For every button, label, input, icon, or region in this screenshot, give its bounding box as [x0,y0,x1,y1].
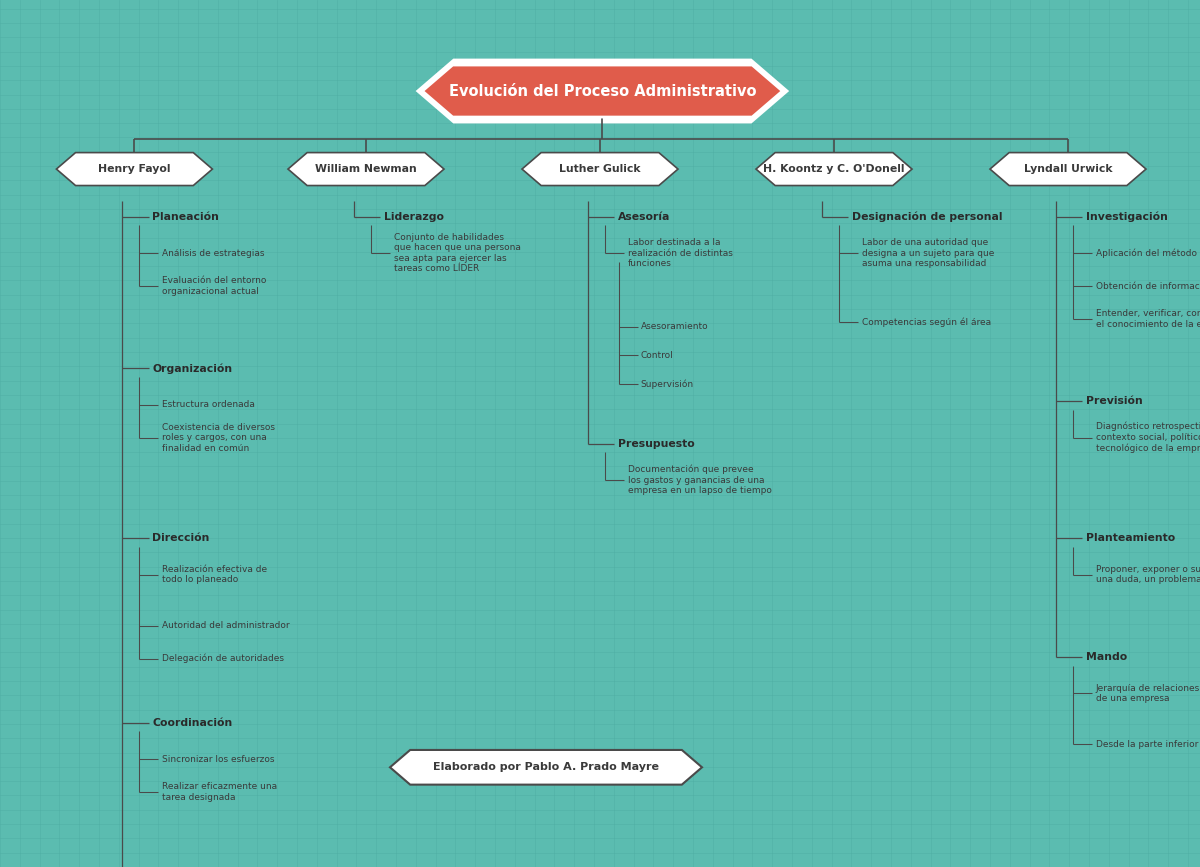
Text: Desde la parte inferior a la superior: Desde la parte inferior a la superior [1096,740,1200,749]
Text: Realización efectiva de
todo lo planeado: Realización efectiva de todo lo planeado [162,565,268,584]
Text: Presupuesto: Presupuesto [618,439,695,449]
Text: Labor de una autoridad que
designa a un sujeto para que
asuma una responsabilida: Labor de una autoridad que designa a un … [862,238,994,268]
Text: Evaluación del entorno
organizacional actual: Evaluación del entorno organizacional ac… [162,277,266,296]
Text: H. Koontz y C. O'Donell: H. Koontz y C. O'Donell [763,164,905,174]
Text: William Newman: William Newman [316,164,416,174]
Text: Evolución del Proceso Administrativo: Evolución del Proceso Administrativo [449,83,756,99]
Text: Obtención de información relevante: Obtención de información relevante [1096,282,1200,290]
Text: Sincronizar los esfuerzos: Sincronizar los esfuerzos [162,754,275,764]
Polygon shape [56,153,212,186]
Text: Liderazgo: Liderazgo [384,212,444,222]
Text: Documentación que prevee
los gastos y ganancias de una
empresa en un lapso de ti: Documentación que prevee los gastos y ga… [628,465,772,495]
Text: Mando: Mando [1086,652,1127,662]
Text: Luther Gulick: Luther Gulick [559,164,641,174]
Text: Competencias según él área: Competencias según él área [862,317,991,327]
Text: Planteamiento: Planteamiento [1086,533,1175,543]
Text: Jerarquía de relaciones de dependencia
de una empresa: Jerarquía de relaciones de dependencia d… [1096,683,1200,703]
Text: Control: Control [641,351,673,360]
Polygon shape [288,153,444,186]
Polygon shape [419,61,786,121]
Text: Realizar eficazmente una
tarea designada: Realizar eficazmente una tarea designada [162,782,277,802]
Text: Coordinación: Coordinación [152,718,233,727]
Text: Proponer, exponer o suscitar un tema,
una duda, un problema, anticipadamente: Proponer, exponer o suscitar un tema, un… [1096,565,1200,584]
Text: Dirección: Dirección [152,533,210,543]
Text: Henry Fayol: Henry Fayol [98,164,170,174]
Text: Estructura ordenada: Estructura ordenada [162,401,254,409]
Text: Planeación: Planeación [152,212,220,222]
Text: Asesoramiento: Asesoramiento [641,323,708,331]
Text: Delegación de autoridades: Delegación de autoridades [162,654,284,663]
Text: Coexistencia de diversos
roles y cargos, con una
finalidad en común: Coexistencia de diversos roles y cargos,… [162,423,275,453]
Text: Labor destinada a la
realización de distintas
funciones: Labor destinada a la realización de dist… [628,238,732,268]
Text: Diagnóstico retrospectivo del
contexto social, político, económico
tecnológico d: Diagnóstico retrospectivo del contexto s… [1096,422,1200,453]
Text: Aplicación del método científico: Aplicación del método científico [1096,249,1200,257]
Polygon shape [390,750,702,785]
Text: Conjunto de habilidades
que hacen que una persona
sea apta para ejercer las
tare: Conjunto de habilidades que hacen que un… [394,233,521,273]
Text: Supervisión: Supervisión [641,379,694,388]
Text: Entender, verificar, corregir, aplicar
el conocimiento de la empresa: Entender, verificar, corregir, aplicar e… [1096,310,1200,329]
Text: Asesoría: Asesoría [618,212,671,222]
Text: Investigación: Investigación [1086,212,1168,222]
Text: Análisis de estrategias: Análisis de estrategias [162,249,264,257]
Polygon shape [522,153,678,186]
Text: Autoridad del administrador: Autoridad del administrador [162,621,289,630]
Text: Previsión: Previsión [1086,396,1142,407]
Polygon shape [756,153,912,186]
Text: Elaborado por Pablo A. Prado Mayre: Elaborado por Pablo A. Prado Mayre [433,762,659,772]
Text: Designación de personal: Designación de personal [852,212,1002,222]
Text: Organización: Organización [152,363,233,374]
Polygon shape [422,65,782,117]
Polygon shape [990,153,1146,186]
Text: Lyndall Urwick: Lyndall Urwick [1024,164,1112,174]
